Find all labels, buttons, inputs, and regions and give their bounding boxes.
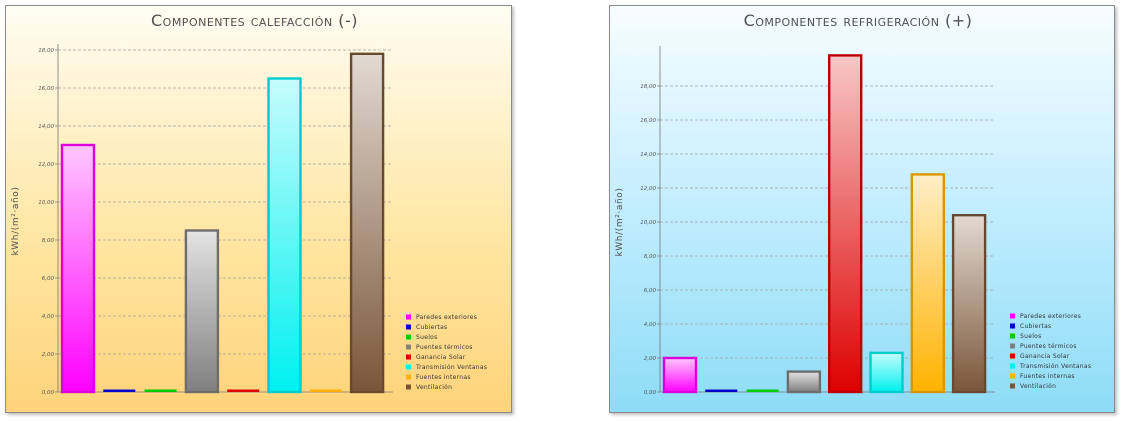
heating-y-tick-label: 2,00 xyxy=(42,352,55,358)
cooling-legend-swatch xyxy=(1010,363,1015,369)
cooling-legend-swatch xyxy=(1010,383,1015,389)
cooling-y-tick-label: 10,00 xyxy=(640,220,656,226)
heating-chart-title: Componentes calefacción (-) xyxy=(151,11,358,30)
cooling-y-axis-label: kWh/(m²·año) xyxy=(615,187,625,256)
heating-bar xyxy=(144,389,177,392)
heating-y-tick-label: 0,00 xyxy=(42,390,55,396)
heating-legend-swatch xyxy=(406,354,411,360)
heating-legend-label: Cubiertas xyxy=(416,324,447,331)
heating-bar xyxy=(103,389,136,392)
heating-chart-svg: Componentes calefacción (-) kWh/(m²·año) 0… xyxy=(11,11,487,396)
heating-y-tick-label: 10,00 xyxy=(38,200,54,206)
heating-y-tick-label: 18,00 xyxy=(38,48,54,54)
heating-bar xyxy=(309,389,342,392)
cooling-chart-svg: Componentes refrigeración (+) kWh/(m²·año… xyxy=(615,11,1091,396)
cooling-y-tick-label: 6,00 xyxy=(644,288,657,294)
heating-legend-label: Paredes exteriores xyxy=(416,314,477,321)
heating-y-tick-label: 16,00 xyxy=(38,86,54,92)
cooling-y-tick-label: 4,00 xyxy=(644,322,657,328)
cooling-y-tick-label: 12,00 xyxy=(640,186,656,192)
cooling-legend-swatch xyxy=(1010,333,1015,339)
cooling-legend-swatch xyxy=(1010,373,1015,379)
cooling-bar xyxy=(705,389,738,392)
heating-legend-swatch xyxy=(406,324,411,330)
heating-y-tick-label: 12,00 xyxy=(38,162,54,168)
cooling-legend-label: Transmisión Ventanas xyxy=(1019,363,1091,370)
cooling-legend-swatch xyxy=(1010,323,1015,329)
cooling-legend-swatch xyxy=(1010,313,1015,319)
cooling-legend-label: Fuentes internas xyxy=(1020,373,1075,380)
heating-bar xyxy=(60,143,96,394)
cooling-y-tick-label: 16,00 xyxy=(640,118,656,124)
cooling-legend-label: Paredes exteriores xyxy=(1020,313,1081,320)
cooling-chart-title: Componentes refrigeración (+) xyxy=(744,11,973,30)
cooling-bar xyxy=(951,213,987,394)
cooling-bar xyxy=(662,356,698,394)
cooling-legend-swatch xyxy=(1010,353,1015,359)
heating-legend-swatch xyxy=(406,384,411,390)
heating-legend-swatch xyxy=(406,314,411,320)
cooling-y-tick-label: 18,00 xyxy=(640,84,656,90)
cooling-bar xyxy=(869,351,904,394)
heating-bar xyxy=(184,229,220,394)
heating-legend-label: Ventilación xyxy=(416,384,452,391)
cooling-bar xyxy=(746,389,779,392)
heating-legend-swatch xyxy=(406,334,411,340)
heating-y-tick-label: 6,00 xyxy=(42,276,55,282)
cooling-legend-label: Ganancia Solar xyxy=(1020,353,1070,360)
cooling-legend-label: Ventilación xyxy=(1020,383,1056,390)
cooling-chart-panel: Componentes refrigeración (+) kWh/(m²·año… xyxy=(609,5,1115,413)
heating-legend-label: Ganancia Solar xyxy=(416,354,466,361)
heating-legend-label: Puentes térmicos xyxy=(416,344,473,351)
cooling-bar xyxy=(827,54,863,394)
cooling-legend-swatch xyxy=(1010,343,1015,349)
cooling-legend-label: Suelos xyxy=(1020,333,1042,340)
cooling-legend-label: Puentes térmicos xyxy=(1020,343,1077,350)
cooling-y-tick-label: 14,00 xyxy=(640,152,656,158)
heating-y-tick-label: 14,00 xyxy=(38,124,54,130)
heating-y-axis-label: kWh/(m²·año) xyxy=(11,186,21,255)
heating-legend-label: Transmisión Ventanas xyxy=(415,364,487,371)
heating-chart-panel: Componentes calefacción (-) kWh/(m²·año) 0… xyxy=(5,5,512,413)
heating-legend-swatch xyxy=(406,344,411,350)
heating-legend-swatch xyxy=(406,364,411,370)
cooling-bar xyxy=(910,173,945,394)
heating-bar xyxy=(349,52,385,394)
heating-legend-label: Suelos xyxy=(416,334,438,341)
heating-bar xyxy=(227,389,260,392)
cooling-y-tick-label: 2,00 xyxy=(644,356,657,362)
heating-bar xyxy=(267,77,302,394)
cooling-y-tick-label: 0,00 xyxy=(644,390,657,396)
cooling-bar xyxy=(786,370,822,394)
heating-legend-label: Fuentes internas xyxy=(416,374,471,381)
cooling-y-tick-label: 8,00 xyxy=(644,254,657,260)
cooling-legend-label: Cubiertas xyxy=(1020,323,1051,330)
heating-legend-swatch xyxy=(406,374,411,380)
heating-y-tick-label: 8,00 xyxy=(42,238,55,244)
heating-y-tick-label: 4,00 xyxy=(42,314,55,320)
